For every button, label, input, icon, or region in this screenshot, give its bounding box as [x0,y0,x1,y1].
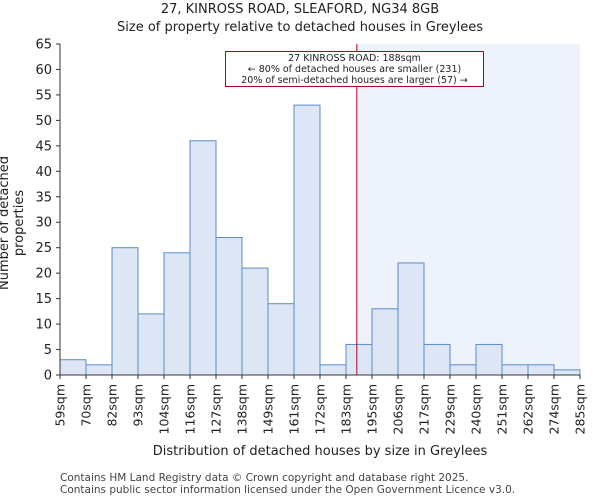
footer-line-1: Contains HM Land Registry data © Crown c… [60,472,469,484]
x-axis-label: Distribution of detached houses by size … [152,444,488,459]
chart-title: 27, KINROSS ROAD, SLEAFORD, NG34 8GB [160,2,440,17]
y-axis-label: Number of detached properties [0,156,27,290]
y-tick-label: 25 [35,241,52,256]
y-tick-label: 35 [35,190,52,205]
x-tick-label: 183sqm [339,384,354,434]
x-tick-label: 149sqm [261,384,276,434]
annotation-line-3: 20% of semi-detached houses are larger (… [241,75,468,86]
y-tick-label: 60 [35,63,52,78]
x-tick-label: 59sqm [53,384,68,427]
histogram-bar [241,267,269,376]
histogram-bar [501,364,529,376]
x-tick-label: 274sqm [547,384,562,434]
y-tick-label: 5 [44,343,52,358]
histogram-bar [163,252,191,376]
histogram-bar [137,313,165,376]
histogram-bar [293,104,321,376]
x-tick-label: 195sqm [365,384,380,434]
annotation-line-1: 27 KINROSS ROAD: 188sqm [288,53,421,64]
y-tick-label: 30 [35,216,52,231]
x-tick-label: 93sqm [131,384,146,427]
x-tick-label: 285sqm [573,384,588,434]
x-tick-label: 70sqm [79,384,94,427]
y-tick-label: 10 [35,318,52,333]
histogram-bar [397,262,425,376]
x-tick-label: 138sqm [235,384,250,434]
x-tick-label: 104sqm [157,384,172,434]
property-annotation-box: 27 KINROSS ROAD: 188sqm ← 80% of detache… [225,51,484,87]
x-tick-label: 116sqm [183,384,198,434]
x-tick-label: 161sqm [287,384,302,434]
histogram-bar [267,303,295,376]
y-tick-label: 20 [35,267,52,282]
histogram-bar [319,364,347,376]
histogram-bar [527,364,555,376]
y-tick-label: 65 [35,38,52,53]
histogram-bar [475,343,503,376]
x-tick-label: 82sqm [105,384,120,427]
histogram-bar [345,343,373,376]
annotation-line-2: ← 80% of detached houses are smaller (23… [247,64,462,75]
histogram-bar [423,343,451,376]
x-tick-label: 127sqm [209,384,224,434]
y-tick-label: 40 [35,165,52,180]
histogram-bar [189,140,217,376]
histogram-bar [59,359,87,376]
y-tick-label: 50 [35,114,52,129]
histogram-bar [449,364,477,376]
histogram-bar [85,364,113,376]
histogram-bar [371,308,399,376]
x-tick-label: 172sqm [313,384,328,434]
x-tick-label: 262sqm [521,384,536,434]
y-tick-label: 15 [35,292,52,307]
x-tick-label: 217sqm [417,384,432,434]
histogram-bar [215,237,243,376]
x-tick-label: 251sqm [495,384,510,434]
y-tick-label: 55 [35,88,52,103]
chart-subtitle: Size of property relative to detached ho… [117,20,483,35]
x-tick-label: 240sqm [469,384,484,434]
x-tick-label: 206sqm [391,384,406,434]
y-tick-label: 45 [35,139,52,154]
y-tick-label: 0 [44,369,52,384]
histogram-bar [553,369,581,376]
x-tick-label: 229sqm [443,384,458,434]
footer-line-2: Contains public sector information licen… [60,484,516,496]
histogram-bar [111,247,139,376]
